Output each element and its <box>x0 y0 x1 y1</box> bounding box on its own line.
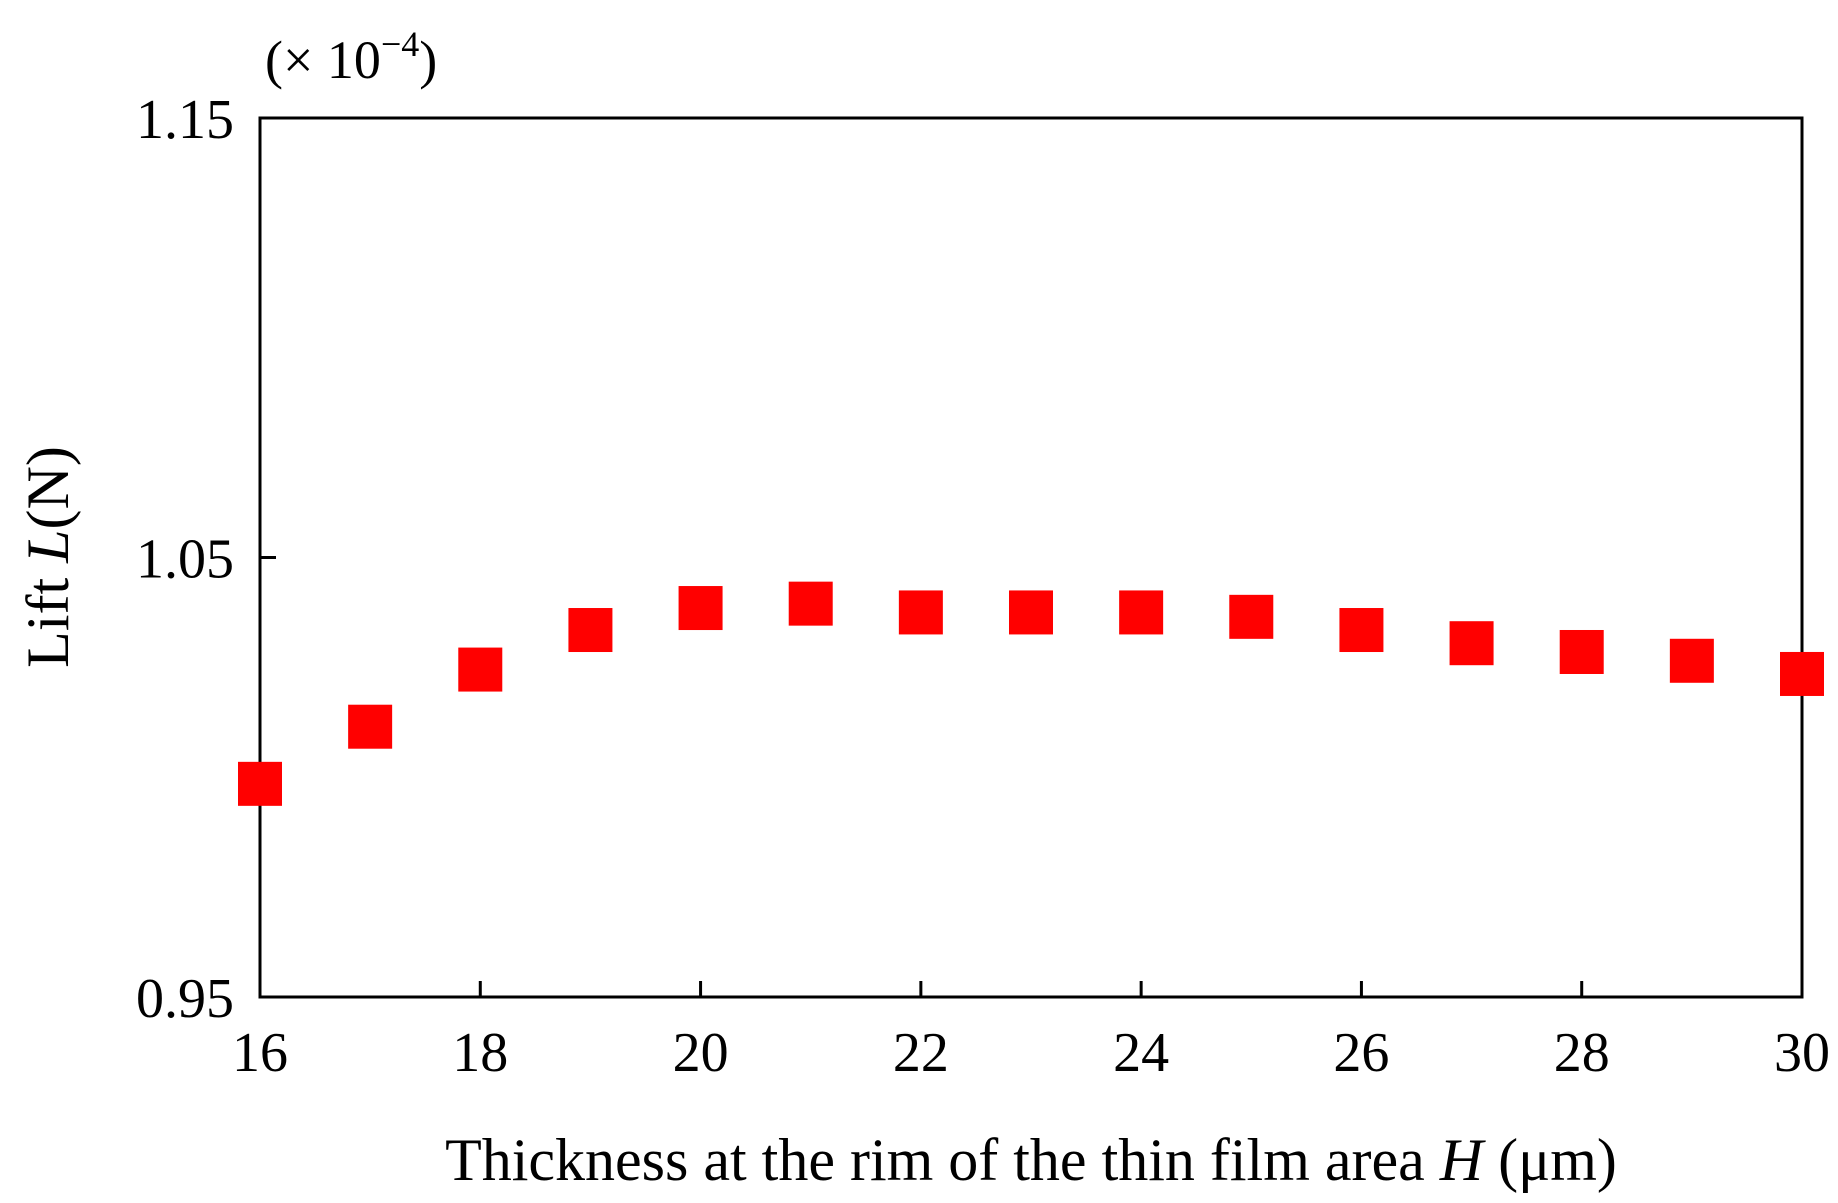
x-axis-title-unit: (μm) <box>1483 1127 1617 1193</box>
y-axis-title: Lift L(N) <box>15 446 81 668</box>
y-tick-label: 1.05 <box>136 529 234 591</box>
data-point <box>788 581 833 626</box>
data-point <box>1119 590 1164 635</box>
x-axis-title: Thickness at the rim of the thin film ar… <box>445 1127 1617 1193</box>
y-tick-label: 1.15 <box>136 89 234 151</box>
x-tick-label: 30 <box>1774 1022 1830 1084</box>
plot-frame <box>258 116 1804 999</box>
y-axis: 0.95 1.05 1.15 <box>136 89 276 1030</box>
data-point <box>898 590 943 635</box>
x-tick-label: 26 <box>1333 1022 1389 1084</box>
y-multiplier-exponent: −4 <box>381 24 419 64</box>
data-point <box>1009 590 1053 635</box>
data-points <box>238 581 1824 806</box>
x-tick-label: 16 <box>232 1022 288 1084</box>
y-axis-title-prefix: Lift <box>15 563 81 668</box>
x-axis: 16 18 20 22 24 26 28 30 <box>232 981 1830 1084</box>
x-axis-title-variable: H <box>1439 1127 1487 1193</box>
x-tick-label: 22 <box>893 1022 949 1084</box>
y-tick-label: 0.95 <box>136 968 234 1030</box>
data-point <box>1559 629 1604 674</box>
data-point <box>458 647 503 692</box>
y-multiplier-close: ) <box>419 30 437 90</box>
data-point <box>1669 638 1714 683</box>
data-point <box>1780 651 1824 696</box>
x-tick-label: 28 <box>1554 1022 1610 1084</box>
y-axis-title-unit: (N) <box>15 446 81 529</box>
data-point <box>678 586 723 631</box>
x-axis-title-prefix: Thickness at the rim of the thin film ar… <box>445 1127 1440 1193</box>
y-axis-title-variable: L <box>15 529 81 563</box>
y-multiplier-open: (× 10 <box>265 30 381 90</box>
x-tick-label: 24 <box>1113 1022 1169 1084</box>
data-point <box>238 761 282 806</box>
data-point <box>1449 621 1494 666</box>
x-tick-label: 20 <box>673 1022 729 1084</box>
data-point <box>348 704 393 749</box>
data-point <box>1229 594 1274 639</box>
data-point <box>568 608 613 653</box>
data-point <box>1339 608 1384 653</box>
y-multiplier: (× 10−4) <box>265 24 437 90</box>
x-tick-label: 18 <box>452 1022 508 1084</box>
